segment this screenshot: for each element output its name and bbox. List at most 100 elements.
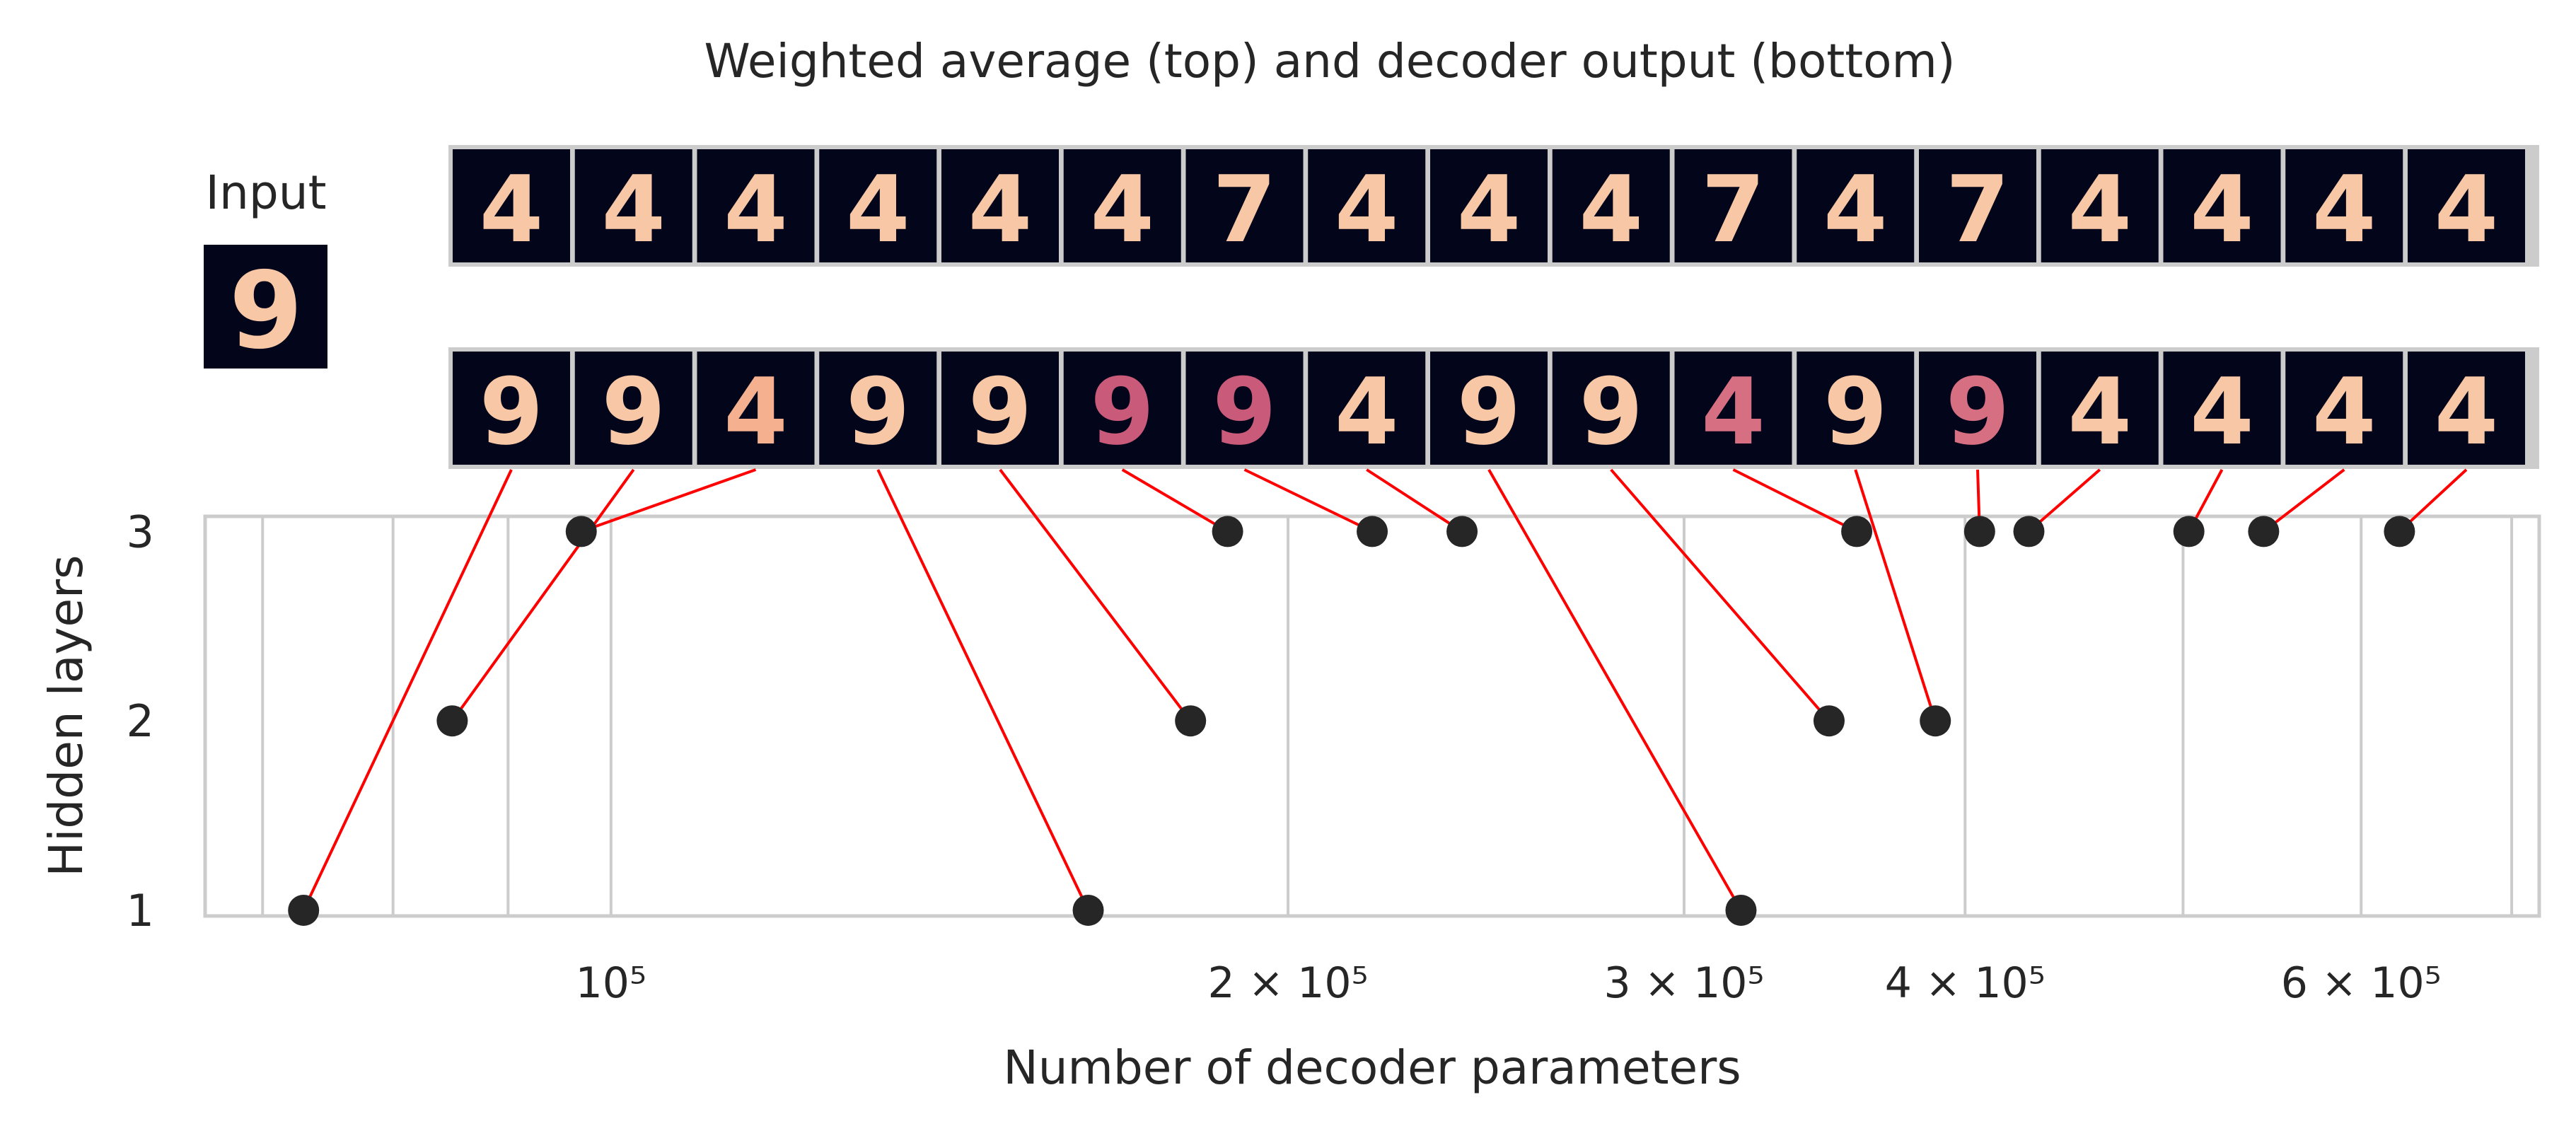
data-point [2384,516,2415,547]
data-point [1963,516,1995,547]
weighted-average-cell-background [1308,149,1426,262]
input-image-background [204,245,327,369]
connector-line [2028,468,2101,533]
decoder-output-digit: 4 [2312,358,2376,465]
weighted-average-cell: 7 [1919,149,2036,263]
decoder-output-cell: 9 [1797,352,1915,465]
decoder-output-digit: 4 [2435,358,2498,465]
decoder-output-cell: 4 [1674,352,1792,465]
decoder-output-cell-background [819,352,937,465]
x-tick-label: 4 × 10⁵ [1885,958,2046,1008]
weighted-average-cell: 4 [2163,149,2281,263]
weighted-average-cell-background [1185,149,1304,262]
decoder-output-cell: 9 [1430,352,1548,465]
connector-line [876,469,1090,911]
data-point [1175,705,1207,737]
weighted-average-cell-background [453,149,570,262]
weighted-average-cell-background [2163,149,2281,262]
decoder-output-digit: 9 [1946,358,2009,465]
input-image: 9 [204,245,327,373]
weighted-average-cell: 4 [819,149,937,263]
input-digit: 9 [229,250,303,373]
data-point [436,705,468,737]
x-tick-label: 2 × 10⁵ [1208,958,1369,1008]
decoder-output-cell: 4 [2285,352,2403,465]
decoder-output-cell-background [1919,352,2036,465]
connector-line [1487,469,1743,911]
connector-line [1366,468,1463,533]
weighted-average-digit: 7 [1946,156,2009,263]
weighted-average-cell: 4 [574,149,692,263]
weighted-average-digit: 4 [2190,156,2253,263]
scatter-chart: 10⁵ 2 × 10⁵ 3 × 10⁵ 4 × 10⁵ 6 × 10⁵ 1 2 3 Numb… [39,506,2541,1095]
weighted-average-cell: 4 [1308,149,1426,263]
connector-line [1243,468,1373,533]
decoder-output-cell: 9 [819,352,937,465]
decoder-output-digit: 4 [1701,358,1765,465]
y-axis-label: Hidden layers [39,555,93,876]
weighted-average-cell-background [1674,149,1792,262]
weighted-average-cell-background [1063,149,1181,262]
weighted-average-digit: 4 [1457,156,1521,263]
connector-line [451,468,635,722]
weighted-average-cell: 4 [697,149,815,263]
decoder-output-cell-background [2285,352,2403,465]
x-tick-label: 6 × 10⁵ [2281,958,2442,1008]
x-tick-label: 3 × 10⁵ [1603,958,1764,1008]
decoder-output-cell-background [2041,352,2159,465]
weighted-average-digit: 4 [1579,156,1643,263]
decoder-output-digit: 9 [1091,358,1154,465]
data-point [1446,516,1478,547]
weighted-average-cell-background [1919,149,2036,262]
decoder-output-digit: 4 [724,358,787,465]
decoder-output-cell-background [453,352,570,465]
decoder-output-cell-background [697,352,815,465]
decoder-output-cell: 9 [1185,352,1304,465]
data-point [2173,516,2205,547]
weighted-average-cell: 4 [1063,149,1181,263]
weighted-average-digit: 4 [1091,156,1154,263]
decoder-output-digit: 9 [1823,358,1887,465]
data-point [1212,516,1243,547]
weighted-average-cell-background [819,149,937,262]
weighted-average-cell: 4 [941,149,1059,263]
weighted-average-digit: 4 [724,156,787,263]
connector-line [302,469,513,911]
data-point [2248,516,2280,547]
weighted-average-digit: 4 [2312,156,2376,263]
decoder-output-cell: 4 [2041,352,2159,465]
weighted-average-cell-background [2041,149,2159,262]
connector-line [1732,468,1857,533]
decoder-output-digit: 9 [1457,358,1521,465]
weighted-average-cell-background [2408,149,2525,262]
weighted-average-digit: 4 [602,156,666,263]
data-point [1813,705,1845,737]
x-tick-label: 10⁵ [576,958,646,1008]
decoder-output-digit: 4 [1335,358,1398,465]
connector-line [1610,468,1831,722]
decoder-output-cell: 9 [453,352,570,465]
weighted-average-cell-background [941,149,1059,262]
decoder-output-cell: 4 [2408,352,2525,465]
weighted-average-cell-background [697,149,815,262]
weighted-average-cell: 7 [1674,149,1792,263]
decoder-output-cell-background [2163,352,2281,465]
weighted-average-cell: 4 [1797,149,1915,263]
connector-lines [302,468,2468,911]
weighted-average-digit: 7 [1212,156,1276,263]
decoder-output-cell-background [1308,352,1426,465]
weighted-average-cell-background [2285,149,2403,262]
decoder-output-cell-background [1674,352,1792,465]
weighted-average-digit: 4 [968,156,1032,263]
decoder-output-cell: 4 [1308,352,1426,465]
x-axis-label: Number of decoder parameters [1003,1040,1741,1095]
connector-line [999,468,1192,722]
decoder-output-cell-background [1552,352,1670,465]
input-label: Input [206,166,327,220]
weighted-average-digit: 4 [1335,156,1398,263]
weighted-average-cell-background [1797,149,1915,262]
weighted-average-digit: 4 [2068,156,2132,263]
weighted-average-cell: 4 [2408,149,2525,263]
decoder-output-cell-background [941,352,1059,465]
